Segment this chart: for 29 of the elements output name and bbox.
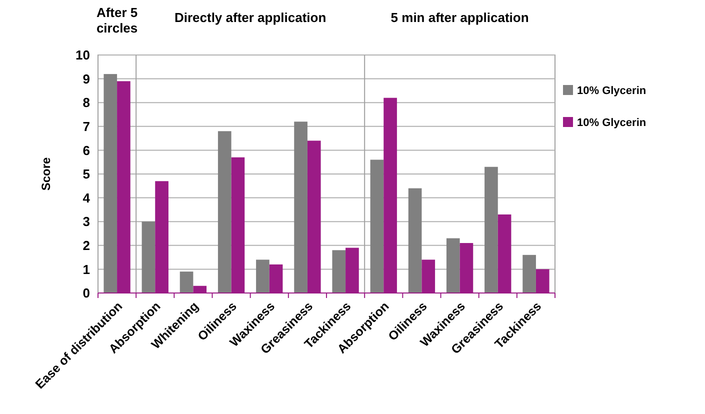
legend-label: 10% Glycerin <box>577 117 646 129</box>
bar <box>408 188 422 293</box>
bar <box>484 166 498 293</box>
y-tick-label: 6 <box>82 142 90 158</box>
legend-label: 10% Glycerin <box>577 85 646 97</box>
bar <box>256 260 270 293</box>
bar <box>294 122 308 293</box>
bar <box>180 272 194 293</box>
bar <box>332 250 346 293</box>
y-tick-label: 9 <box>82 71 90 86</box>
bar <box>104 74 118 293</box>
bar <box>218 131 232 293</box>
y-tick-label: 10 <box>76 48 90 63</box>
text: After 5 circles <box>96 5 138 36</box>
y-tick-label: 2 <box>82 238 90 253</box>
y-tick-label: 4 <box>82 190 91 206</box>
y-tick-label: 5 <box>82 166 90 182</box>
bar <box>142 222 156 293</box>
y-tick-label: 3 <box>82 214 90 230</box>
y-tick-label: 1 <box>82 262 90 277</box>
y-tick-label: 0 <box>82 286 90 301</box>
bar <box>522 254 536 293</box>
y-axis-title: Score <box>39 157 53 191</box>
bar <box>446 238 460 293</box>
text: 5 min after application <box>390 10 529 25</box>
text: Directly after application <box>174 10 326 25</box>
bar <box>370 160 384 293</box>
y-tick-label: 7 <box>82 118 90 134</box>
y-tick-label: 8 <box>82 95 90 110</box>
